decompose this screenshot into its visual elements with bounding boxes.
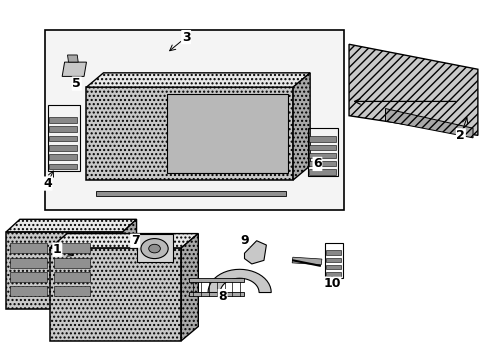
- Text: 8: 8: [218, 289, 226, 303]
- Bar: [10, 243, 46, 253]
- Polygon shape: [181, 234, 198, 341]
- Text: 1: 1: [53, 243, 61, 256]
- Polygon shape: [86, 87, 292, 180]
- Polygon shape: [292, 73, 309, 180]
- Text: 2: 2: [456, 129, 464, 142]
- Text: 7: 7: [130, 234, 139, 247]
- Circle shape: [148, 244, 160, 253]
- Bar: [188, 278, 244, 282]
- FancyBboxPatch shape: [136, 234, 173, 262]
- Polygon shape: [6, 232, 122, 309]
- Bar: [49, 163, 77, 169]
- Bar: [47, 105, 80, 171]
- Bar: [325, 250, 340, 255]
- Bar: [308, 161, 335, 166]
- Bar: [54, 272, 90, 282]
- Bar: [54, 243, 90, 253]
- Text: 3: 3: [182, 31, 190, 44]
- Text: 6: 6: [312, 157, 321, 170]
- Bar: [49, 117, 77, 123]
- Bar: [49, 154, 77, 160]
- Text: 4: 4: [43, 177, 52, 190]
- Polygon shape: [207, 269, 271, 293]
- Bar: [96, 192, 285, 196]
- Bar: [54, 257, 90, 267]
- Bar: [324, 243, 343, 278]
- Bar: [325, 265, 340, 269]
- Circle shape: [141, 239, 168, 258]
- Bar: [325, 272, 340, 276]
- Bar: [49, 145, 77, 151]
- Bar: [10, 272, 46, 282]
- Polygon shape: [385, 109, 472, 138]
- Bar: [188, 292, 244, 296]
- Bar: [291, 257, 321, 265]
- Bar: [10, 257, 46, 267]
- Bar: [308, 136, 335, 142]
- Bar: [308, 169, 335, 175]
- Bar: [45, 30, 344, 210]
- Bar: [325, 257, 340, 262]
- Bar: [54, 286, 90, 296]
- Polygon shape: [166, 94, 287, 173]
- Polygon shape: [50, 234, 198, 248]
- Bar: [308, 145, 335, 150]
- Polygon shape: [67, 55, 78, 62]
- Text: 10: 10: [323, 277, 340, 290]
- Polygon shape: [348, 44, 477, 135]
- Polygon shape: [62, 62, 86, 76]
- Polygon shape: [6, 219, 136, 232]
- Bar: [307, 128, 338, 176]
- Polygon shape: [86, 73, 309, 87]
- Polygon shape: [50, 248, 181, 341]
- Polygon shape: [122, 219, 136, 309]
- Text: 5: 5: [72, 77, 81, 90]
- Text: 9: 9: [240, 234, 248, 247]
- Polygon shape: [244, 241, 266, 264]
- Bar: [49, 136, 77, 141]
- Bar: [49, 126, 77, 132]
- Bar: [308, 153, 335, 158]
- Bar: [10, 286, 46, 296]
